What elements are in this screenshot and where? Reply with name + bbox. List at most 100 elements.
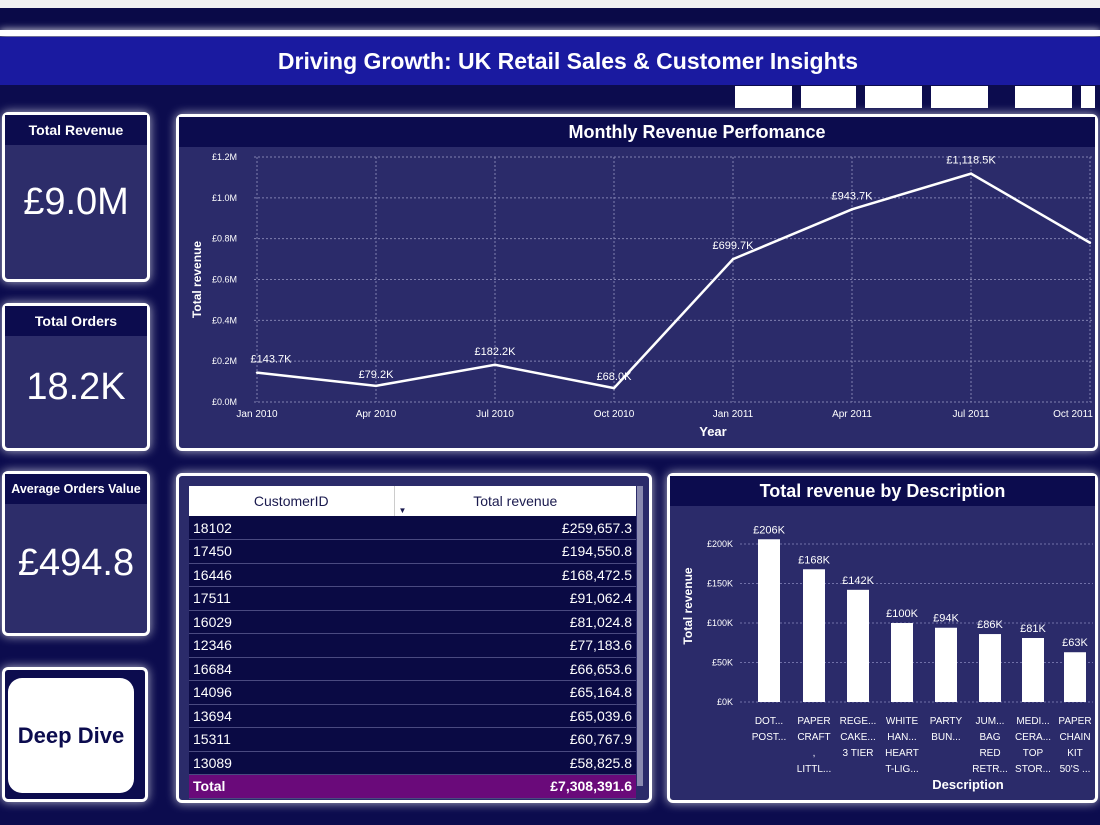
- total-revenue: £65,164.8: [394, 680, 636, 705]
- column-header-total-revenue[interactable]: Total revenue ▼: [394, 486, 636, 516]
- bar-chart-card: Total revenue by Description £0K £50K £100…: [667, 473, 1098, 803]
- data-point: [612, 386, 616, 390]
- kpi-value: £494.8: [17, 542, 135, 584]
- x-tick-label: Apr 2011: [832, 409, 872, 420]
- table-row[interactable]: 16684 £66,653.6: [189, 657, 636, 681]
- customer-id: 13089: [189, 751, 394, 775]
- y-tick-label: £1.2M: [212, 152, 237, 162]
- data-point: [850, 208, 854, 211]
- column-header-label: Total revenue: [473, 493, 558, 509]
- column-header-customerid[interactable]: CustomerID: [189, 486, 395, 516]
- x-tick-label: CRAFT: [797, 732, 830, 743]
- y-tick-label: £0K: [717, 697, 733, 707]
- y-axis-title: Total revenue: [190, 241, 204, 318]
- total-revenue: £58,825.8: [394, 751, 636, 775]
- x-tick-label: PAPER: [1058, 716, 1091, 727]
- total-revenue: £66,653.6: [394, 657, 636, 681]
- total-row: Total £7,308,391.6: [189, 774, 636, 799]
- customer-id: 17511: [189, 586, 394, 611]
- bar: [979, 634, 1001, 702]
- kpi-average-order-value: Average Orders Value £494.8: [2, 471, 150, 636]
- chart-title: Monthly Revenue Perfomance: [179, 117, 1095, 147]
- x-tick-label: T-LIG...: [885, 764, 918, 775]
- total-revenue: £81,024.8: [394, 610, 636, 634]
- customer-id: 16029: [189, 610, 394, 634]
- bar: [847, 589, 869, 702]
- toolbar-button[interactable]: [801, 86, 856, 108]
- bar-chart: £0K £50K £100K £150K £200K £206K DOT... POST...…: [681, 524, 1093, 792]
- kpi-value: £9.0M: [23, 181, 129, 223]
- deep-dive-button[interactable]: Deep Dive: [8, 678, 134, 793]
- table-row[interactable]: 13089 £58,825.8: [189, 751, 636, 775]
- x-tick-label: RETR...: [972, 764, 1008, 775]
- data-point: [374, 384, 378, 388]
- x-tick-label: Apr 2010: [356, 409, 397, 420]
- header-band: [0, 8, 1100, 32]
- table-row[interactable]: 18102 £259,657.3: [189, 516, 636, 540]
- chart-title: Total revenue by Description: [670, 476, 1095, 506]
- sort-descending-icon: ▼: [398, 506, 407, 515]
- y-tick-label: £150K: [707, 579, 733, 589]
- x-tick-label: POST...: [752, 732, 786, 743]
- data-point: [493, 363, 497, 367]
- table-row[interactable]: 14096 £65,164.8: [189, 680, 636, 705]
- total-revenue: £259,657.3: [394, 516, 636, 540]
- vertical-scrollbar[interactable]: [637, 486, 643, 786]
- data-label: £63K: [1062, 637, 1088, 649]
- data-label: £168K: [798, 554, 830, 566]
- customer-id: 17450: [189, 539, 394, 564]
- x-tick-label: LITTL...: [797, 764, 831, 775]
- kpi-label: Total Revenue: [5, 115, 147, 145]
- x-axis-title: Year: [699, 424, 726, 439]
- x-tick-label: PAPER: [797, 716, 830, 727]
- table-row[interactable]: 17450 £194,550.8: [189, 539, 636, 564]
- data-label: £182.2K: [475, 346, 517, 358]
- data-label: £86K: [977, 619, 1003, 631]
- data-label: £699.7K: [713, 240, 755, 252]
- total-value: £7,308,391.6: [394, 774, 636, 799]
- deep-dive-frame: [2, 667, 148, 802]
- x-tick-label: ,: [813, 748, 816, 759]
- table-row[interactable]: 12346 £77,183.6: [189, 633, 636, 658]
- x-tick-label: KIT: [1067, 748, 1083, 759]
- x-tick-label: CERA...: [1015, 732, 1051, 743]
- y-tick-label: £0.4M: [212, 315, 237, 325]
- y-tick-label: £0.6M: [212, 275, 237, 285]
- customer-id: 16446: [189, 563, 394, 587]
- x-tick-label: JUM...: [976, 716, 1005, 727]
- customer-id: 12346: [189, 633, 394, 658]
- table-row[interactable]: 16446 £168,472.5: [189, 563, 636, 587]
- x-tick-label: Oct 2011: [1053, 409, 1093, 420]
- page-title: Driving Growth: UK Retail Sales & Custom…: [0, 37, 1100, 85]
- toolbar-button[interactable]: [931, 86, 988, 108]
- x-tick-label: STOR...: [1015, 764, 1051, 775]
- bar: [758, 539, 780, 702]
- bar: [891, 623, 913, 702]
- toolbar-button[interactable]: [1015, 86, 1072, 108]
- customer-id: 18102: [189, 516, 394, 540]
- toolbar-button[interactable]: [865, 86, 922, 108]
- x-tick-label: Oct 2010: [594, 409, 635, 420]
- x-tick-label: WHITE: [886, 716, 919, 727]
- x-tick-label: 3 TIER: [843, 748, 874, 759]
- table-row[interactable]: 15311 £60,767.9: [189, 727, 636, 752]
- table-row[interactable]: 13694 £65,039.6: [189, 704, 636, 728]
- table-row[interactable]: 16029 £81,024.8: [189, 610, 636, 634]
- kpi-total-revenue: Total Revenue £9.0M: [2, 112, 150, 282]
- data-label: £943.7K: [832, 190, 874, 202]
- bar: [935, 627, 957, 702]
- x-tick-label: CAKE...: [840, 732, 876, 743]
- kpi-label: Total Orders: [5, 306, 147, 336]
- table-row[interactable]: 17511 £91,062.4: [189, 586, 636, 611]
- x-tick-label: TOP: [1023, 748, 1044, 759]
- total-revenue: £77,183.6: [394, 633, 636, 658]
- data-point: [731, 257, 735, 261]
- toolbar-button[interactable]: [735, 86, 792, 108]
- y-tick-label: £0.0M: [212, 397, 237, 407]
- kpi-label: Average Orders Value: [5, 474, 147, 504]
- y-tick-label: £1.0M: [212, 193, 237, 203]
- y-tick-label: £0.2M: [212, 356, 237, 366]
- bar: [1022, 638, 1044, 702]
- toolbar-button[interactable]: [1081, 86, 1095, 108]
- y-tick-label: £50K: [712, 658, 733, 668]
